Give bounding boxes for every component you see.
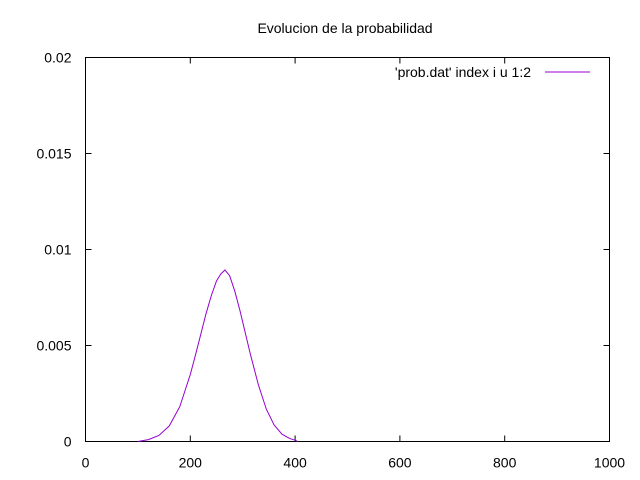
x-tick-label: 400 (283, 455, 307, 471)
y-tick-label: 0.005 (36, 338, 71, 354)
y-tick-label: 0 (64, 434, 72, 450)
x-tick-label: 800 (493, 455, 517, 471)
y-tick-label: 0.015 (36, 146, 71, 162)
x-tick-label: 200 (179, 455, 203, 471)
x-tick-label: 1000 (594, 455, 625, 471)
series-line (137, 269, 298, 442)
legend: 'prob.dat' index i u 1:2 (395, 64, 590, 80)
x-axis: 0 200 400 600 800 1000 (82, 57, 625, 471)
x-tick-label: 0 (82, 455, 90, 471)
legend-label: 'prob.dat' index i u 1:2 (395, 64, 531, 80)
y-axis: 0 0.005 0.01 0.015 0.02 (36, 50, 610, 450)
y-tick-label: 0.02 (44, 50, 71, 66)
x-tick-label: 600 (388, 455, 412, 471)
y-tick-label: 0.01 (44, 242, 71, 258)
chart-title: Evolucion de la probabilidad (257, 20, 432, 36)
plot-frame (85, 57, 610, 442)
series-layer (137, 269, 298, 442)
